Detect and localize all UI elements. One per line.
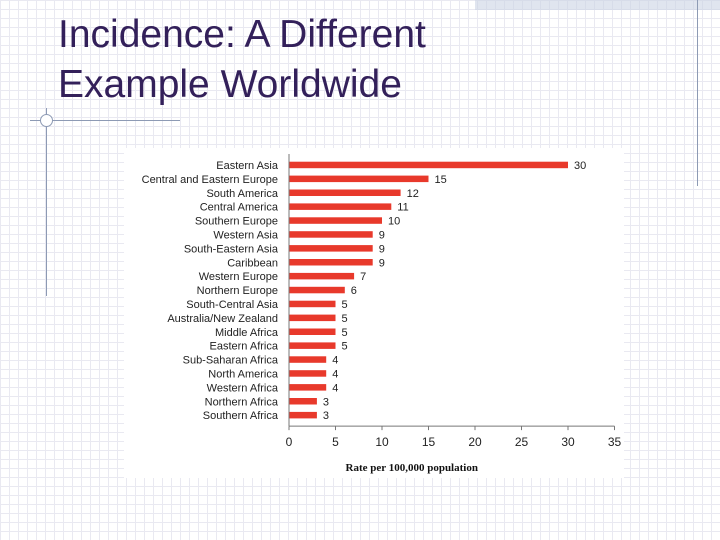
slide-title-line-2: Example Worldwide (58, 63, 402, 106)
slide-title-line-1: Incidence: A Different (58, 13, 426, 56)
category-label: South-Eastern Asia (184, 243, 279, 255)
x-tick-label: 15 (422, 435, 436, 449)
category-label: South America (206, 188, 278, 200)
decorative-top-band (475, 0, 720, 10)
value-label: 9 (379, 257, 385, 269)
chart-panel: Eastern Asia Central and Eastern Europe So… (124, 148, 624, 478)
x-tick-label: 5 (332, 435, 339, 449)
value-label: 4 (332, 382, 338, 394)
category-label: Northern Africa (205, 396, 279, 408)
x-tick-label: 10 (375, 435, 389, 449)
bar (289, 384, 327, 391)
category-label: Western Africa (207, 382, 279, 394)
x-tick-label: 30 (561, 435, 575, 449)
category-label: Southern Africa (203, 410, 279, 422)
bar (289, 161, 568, 169)
incidence-bar-chart: Eastern Asia Central and Eastern Europe So… (142, 154, 622, 474)
bar (289, 272, 355, 280)
bar (289, 286, 345, 294)
value-label: 9 (379, 243, 385, 255)
bar (289, 175, 429, 183)
bar (289, 203, 392, 210)
bar (289, 342, 336, 349)
category-label: Central America (200, 202, 279, 214)
x-axis-title: Rate per 100,000 population (346, 462, 478, 474)
x-axis: 0 5 10 15 20 25 30 35 (286, 154, 622, 449)
category-label: Australia/New Zealand (167, 313, 278, 325)
bars-group (289, 161, 568, 419)
category-labels-group: Eastern Asia Central and Eastern Europe So… (142, 160, 279, 422)
category-label: Eastern Africa (210, 341, 279, 353)
value-label: 5 (342, 327, 348, 339)
category-label: Northern Europe (197, 285, 278, 297)
decorative-horizontal-line (30, 120, 180, 121)
decorative-right-line (697, 0, 698, 186)
value-label: 12 (407, 188, 419, 200)
value-label: 6 (351, 285, 357, 297)
bar (289, 356, 327, 363)
category-label: Caribbean (227, 257, 278, 269)
value-label: 4 (332, 368, 338, 380)
category-label: Middle Africa (215, 327, 279, 339)
category-label: Western Europe (199, 271, 278, 283)
bar (289, 231, 373, 238)
bar (289, 300, 336, 308)
category-label: South-Central Asia (186, 299, 279, 311)
x-tick-label: 25 (515, 435, 529, 449)
value-label: 15 (435, 174, 447, 186)
category-label: Southern Europe (195, 216, 278, 228)
value-label: 30 (574, 160, 586, 172)
value-label: 5 (342, 299, 348, 311)
bar (289, 370, 327, 377)
category-label: Eastern Asia (216, 160, 279, 172)
value-label: 4 (332, 355, 338, 367)
value-label: 5 (342, 313, 348, 325)
bar (289, 398, 317, 405)
category-label: Sub-Saharan Africa (183, 355, 279, 367)
x-tick-label: 35 (608, 435, 622, 449)
value-label: 9 (379, 229, 385, 241)
x-tick-label: 0 (286, 435, 293, 449)
value-label: 3 (323, 410, 329, 422)
slide-title: Incidence: A Different Example Worldwide (58, 10, 426, 110)
value-label: 11 (397, 202, 408, 214)
bar (289, 189, 401, 196)
category-label: North America (208, 368, 279, 380)
bar (289, 259, 373, 266)
value-label: 10 (388, 216, 400, 228)
bar (289, 245, 373, 252)
value-label: 5 (342, 341, 348, 353)
bar (289, 314, 336, 322)
category-label: Western Asia (213, 229, 278, 241)
x-tick-label: 20 (468, 435, 482, 449)
bar (289, 328, 336, 335)
value-label: 7 (360, 271, 366, 283)
bar (289, 411, 317, 419)
decorative-circle (40, 114, 53, 127)
bar (289, 217, 382, 224)
category-label: Central and Eastern Europe (142, 174, 278, 186)
value-label: 3 (323, 396, 329, 408)
decorative-vertical-line (46, 108, 47, 296)
